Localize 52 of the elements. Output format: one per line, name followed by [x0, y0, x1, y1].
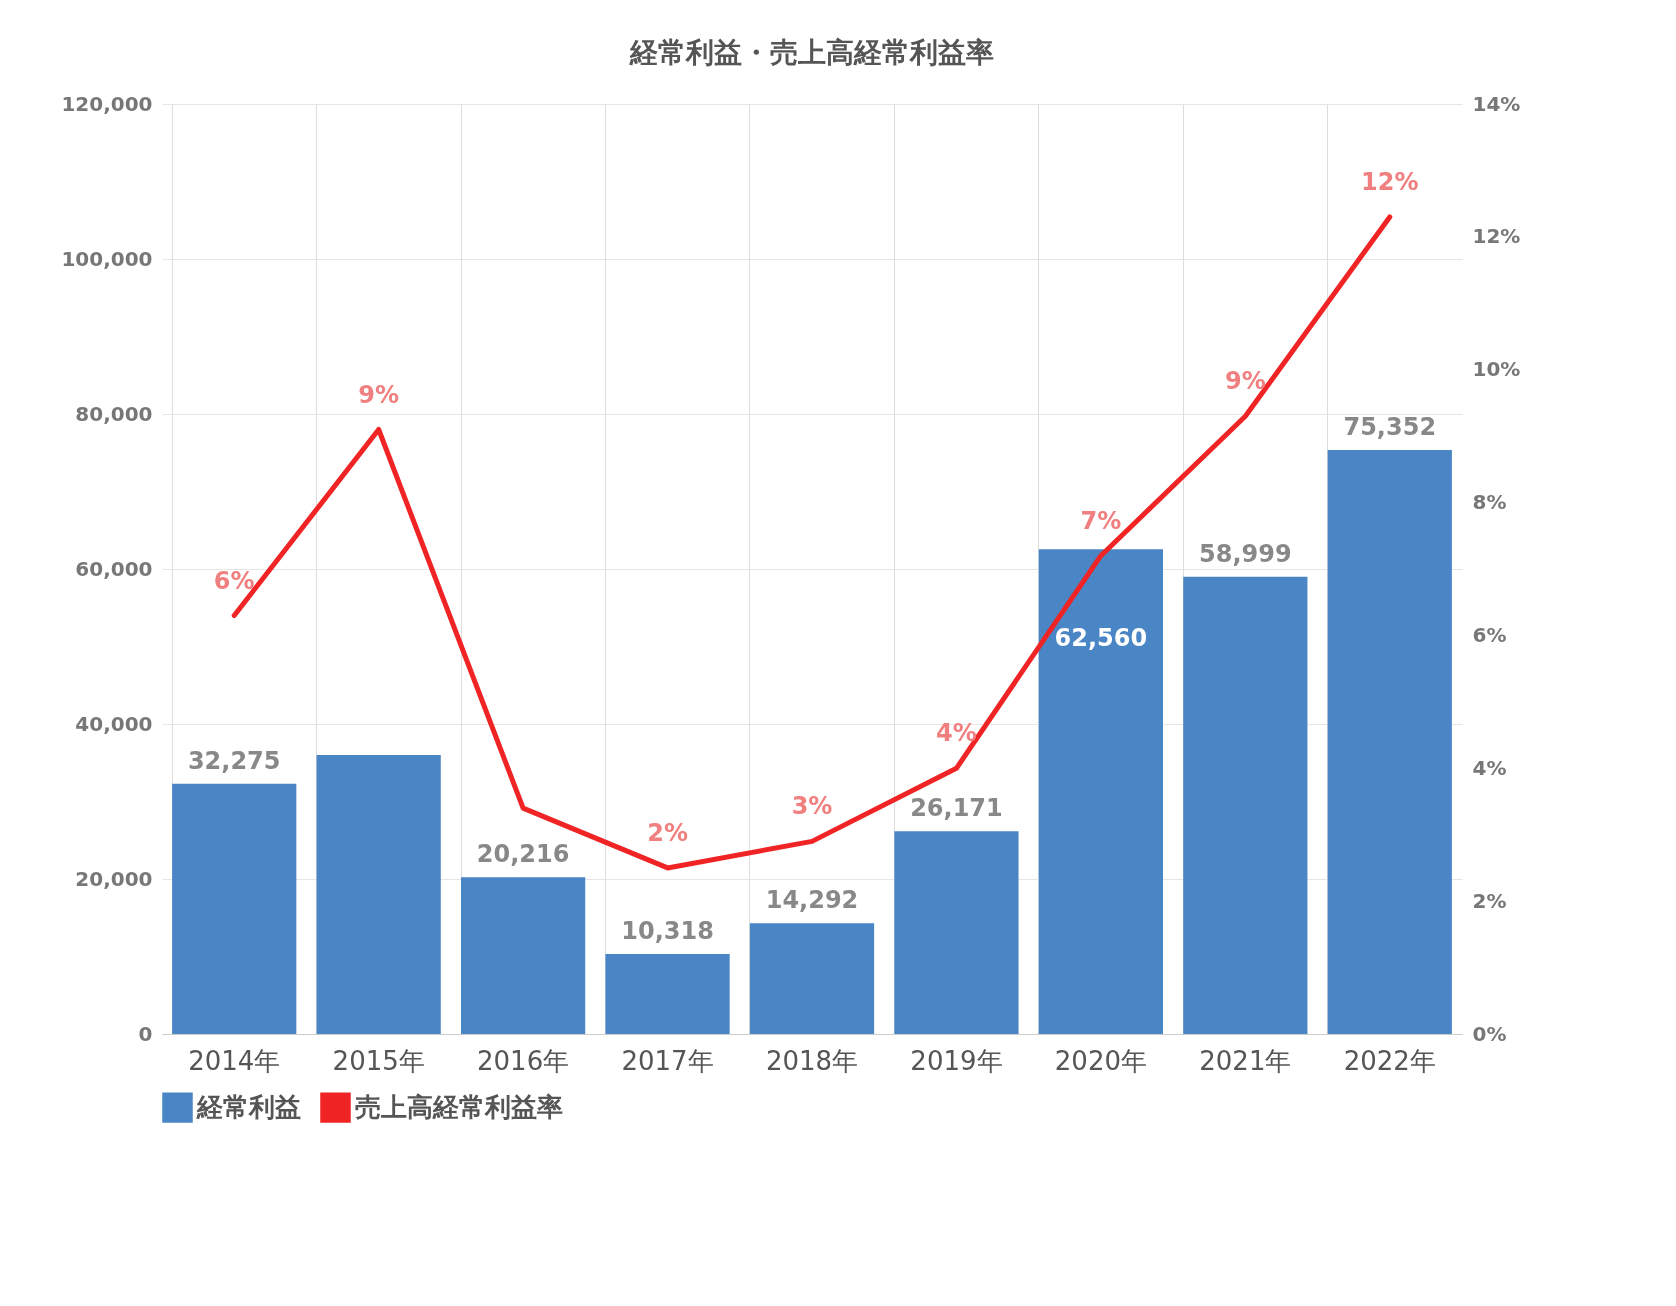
legend-label: 経常利益 [196, 1091, 301, 1122]
bar [1183, 576, 1308, 1034]
x-tick-label: 2022年 [1343, 1045, 1436, 1076]
x-tick-label: 2014年 [188, 1045, 281, 1076]
bar [1327, 450, 1452, 1034]
y-tick-label: 20,000 [75, 866, 153, 891]
data-label: 2% [647, 818, 688, 847]
x-tick-label: 2018年 [765, 1045, 859, 1076]
x-tick-label: 2019年 [910, 1045, 1003, 1076]
y2-tick-label: 8% [1472, 490, 1507, 515]
y2-tick-label: 10% [1472, 357, 1521, 382]
data-label: 10,318 [621, 917, 714, 946]
x-tick-label: 2020年 [1054, 1045, 1147, 1076]
bar [605, 954, 730, 1034]
x-tick-label: 2016年 [477, 1045, 570, 1076]
data-label: 9% [358, 380, 400, 409]
x-tick-label: 2017年 [621, 1045, 714, 1076]
bar [749, 923, 875, 1034]
y-tick-label: 120,000 [61, 91, 153, 116]
data-label: 20,216 [476, 840, 570, 869]
bar [316, 755, 441, 1034]
data-label: 12% [1361, 167, 1419, 196]
y-tick-label: 80,000 [75, 401, 153, 426]
bar [461, 877, 586, 1034]
data-label: 4% [936, 719, 977, 748]
x-tick-label: 2021年 [1199, 1045, 1292, 1076]
bar [172, 783, 297, 1034]
y2-tick-label: 6% [1472, 622, 1507, 647]
y2-tick-label: 0% [1472, 1021, 1507, 1046]
y-tick-label: 0 [138, 1021, 153, 1046]
data-label: 75,352 [1343, 413, 1437, 442]
data-label: 62,560 [1054, 624, 1148, 653]
data-label: 26,171 [910, 794, 1003, 823]
y2-tick-label: 14% [1472, 91, 1521, 116]
x-tick-label: 2015年 [332, 1045, 425, 1076]
data-label: 6% [213, 566, 255, 595]
data-label: 58,999 [1199, 539, 1292, 568]
y2-tick-label: 4% [1472, 755, 1507, 780]
data-label: 32,275 [187, 746, 281, 775]
data-label: 3% [791, 792, 833, 821]
y2-tick-label: 12% [1472, 224, 1521, 249]
y-tick-label: 60,000 [75, 556, 153, 581]
bar [894, 831, 1019, 1034]
bar [1038, 549, 1163, 1034]
y-tick-label: 100,000 [61, 246, 153, 271]
y-tick-label: 40,000 [75, 711, 153, 736]
y2-tick-label: 2% [1472, 888, 1507, 913]
data-label: 7% [1080, 506, 1122, 535]
legend-label: 売上高経常利益率 [355, 1091, 563, 1122]
data-label: 14,292 [765, 886, 859, 915]
chart-title: 経常利益・売上高経常利益率 [629, 36, 994, 69]
data-label: 9% [1224, 367, 1266, 396]
